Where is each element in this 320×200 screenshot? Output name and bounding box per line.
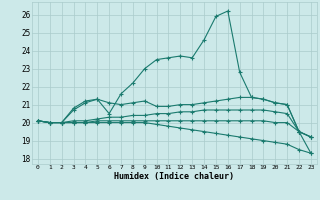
X-axis label: Humidex (Indice chaleur): Humidex (Indice chaleur) xyxy=(115,172,234,181)
